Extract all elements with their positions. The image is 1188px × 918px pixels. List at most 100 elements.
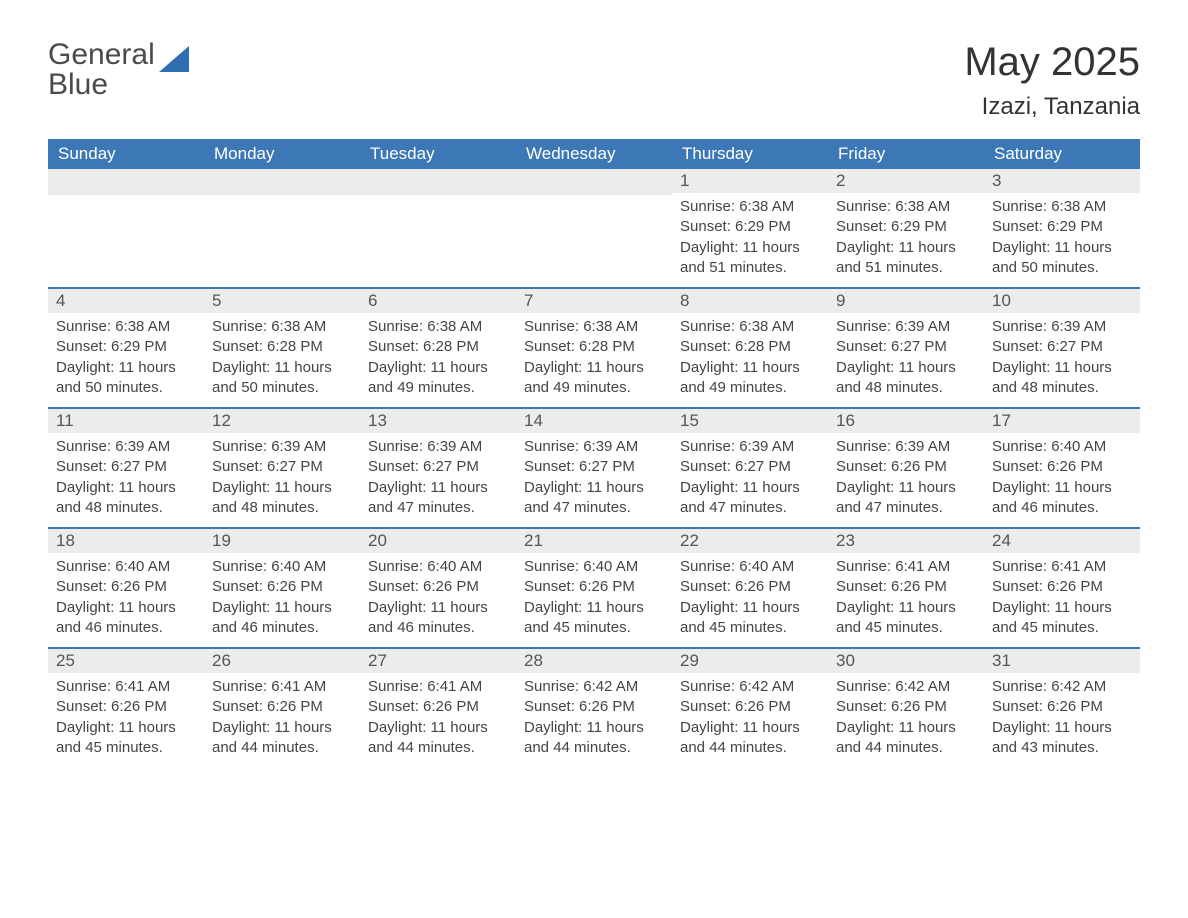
sunrise-line: Sunrise: 6:42 AM <box>836 677 976 697</box>
sunset-line: Sunset: 6:28 PM <box>212 337 352 357</box>
sunset-line: Sunset: 6:26 PM <box>524 577 664 597</box>
day-cell: 31Sunrise: 6:42 AMSunset: 6:26 PMDayligh… <box>984 649 1140 767</box>
daylight-line: Daylight: 11 hours and 47 minutes. <box>836 478 976 519</box>
day-details: Sunrise: 6:39 AMSunset: 6:27 PMDaylight:… <box>516 433 672 518</box>
sunrise-line: Sunrise: 6:40 AM <box>680 557 820 577</box>
day-details: Sunrise: 6:38 AMSunset: 6:28 PMDaylight:… <box>672 313 828 398</box>
weekday-header-cell: Monday <box>204 139 360 169</box>
day-cell: 6Sunrise: 6:38 AMSunset: 6:28 PMDaylight… <box>360 289 516 407</box>
sunset-line: Sunset: 6:27 PM <box>212 457 352 477</box>
daylight-line: Daylight: 11 hours and 44 minutes. <box>212 718 352 759</box>
sunset-line: Sunset: 6:26 PM <box>212 577 352 597</box>
day-number: 4 <box>48 289 204 313</box>
day-cell: 23Sunrise: 6:41 AMSunset: 6:26 PMDayligh… <box>828 529 984 647</box>
daylight-line: Daylight: 11 hours and 45 minutes. <box>992 598 1132 639</box>
day-details: Sunrise: 6:41 AMSunset: 6:26 PMDaylight:… <box>204 673 360 758</box>
daylight-line: Daylight: 11 hours and 47 minutes. <box>368 478 508 519</box>
sunset-line: Sunset: 6:26 PM <box>836 457 976 477</box>
header: General Blue May 2025 Izazi, Tanzania <box>48 40 1140 121</box>
sunrise-line: Sunrise: 6:42 AM <box>524 677 664 697</box>
day-details: Sunrise: 6:42 AMSunset: 6:26 PMDaylight:… <box>984 673 1140 758</box>
day-number: 29 <box>672 649 828 673</box>
daylight-line: Daylight: 11 hours and 50 minutes. <box>212 358 352 399</box>
day-number: 21 <box>516 529 672 553</box>
sunrise-line: Sunrise: 6:41 AM <box>992 557 1132 577</box>
sunrise-line: Sunrise: 6:38 AM <box>56 317 196 337</box>
calendar-row: 1Sunrise: 6:38 AMSunset: 6:29 PMDaylight… <box>48 169 1140 287</box>
sunrise-line: Sunrise: 6:39 AM <box>836 437 976 457</box>
day-number: 9 <box>828 289 984 313</box>
sunrise-line: Sunrise: 6:38 AM <box>212 317 352 337</box>
sunset-line: Sunset: 6:29 PM <box>680 217 820 237</box>
day-details: Sunrise: 6:40 AMSunset: 6:26 PMDaylight:… <box>204 553 360 638</box>
day-details: Sunrise: 6:39 AMSunset: 6:27 PMDaylight:… <box>204 433 360 518</box>
weekday-header-row: SundayMondayTuesdayWednesdayThursdayFrid… <box>48 139 1140 169</box>
daylight-line: Daylight: 11 hours and 48 minutes. <box>992 358 1132 399</box>
weekday-header-cell: Sunday <box>48 139 204 169</box>
sunrise-line: Sunrise: 6:39 AM <box>524 437 664 457</box>
sunrise-line: Sunrise: 6:41 AM <box>56 677 196 697</box>
sunrise-line: Sunrise: 6:39 AM <box>368 437 508 457</box>
weekday-header-cell: Wednesday <box>516 139 672 169</box>
day-details: Sunrise: 6:38 AMSunset: 6:28 PMDaylight:… <box>204 313 360 398</box>
logo-triangle-icon <box>159 46 189 72</box>
weekday-header-cell: Saturday <box>984 139 1140 169</box>
sunset-line: Sunset: 6:26 PM <box>992 577 1132 597</box>
sunrise-line: Sunrise: 6:38 AM <box>836 197 976 217</box>
day-details: Sunrise: 6:42 AMSunset: 6:26 PMDaylight:… <box>516 673 672 758</box>
sunrise-line: Sunrise: 6:41 AM <box>212 677 352 697</box>
day-number: 17 <box>984 409 1140 433</box>
daylight-line: Daylight: 11 hours and 51 minutes. <box>680 238 820 279</box>
daylight-line: Daylight: 11 hours and 44 minutes. <box>368 718 508 759</box>
sunrise-line: Sunrise: 6:38 AM <box>680 197 820 217</box>
day-cell: 19Sunrise: 6:40 AMSunset: 6:26 PMDayligh… <box>204 529 360 647</box>
sunset-line: Sunset: 6:27 PM <box>56 457 196 477</box>
day-number: 5 <box>204 289 360 313</box>
day-details: Sunrise: 6:41 AMSunset: 6:26 PMDaylight:… <box>360 673 516 758</box>
sunrise-line: Sunrise: 6:39 AM <box>212 437 352 457</box>
day-cell: 11Sunrise: 6:39 AMSunset: 6:27 PMDayligh… <box>48 409 204 527</box>
sunset-line: Sunset: 6:27 PM <box>680 457 820 477</box>
sunrise-line: Sunrise: 6:38 AM <box>680 317 820 337</box>
day-number: 18 <box>48 529 204 553</box>
daylight-line: Daylight: 11 hours and 44 minutes. <box>836 718 976 759</box>
calendar: SundayMondayTuesdayWednesdayThursdayFrid… <box>48 139 1140 767</box>
day-cell: 1Sunrise: 6:38 AMSunset: 6:29 PMDaylight… <box>672 169 828 287</box>
day-cell: 14Sunrise: 6:39 AMSunset: 6:27 PMDayligh… <box>516 409 672 527</box>
empty-day-cell <box>204 169 360 287</box>
day-number: 31 <box>984 649 1140 673</box>
day-cell: 22Sunrise: 6:40 AMSunset: 6:26 PMDayligh… <box>672 529 828 647</box>
daylight-line: Daylight: 11 hours and 43 minutes. <box>992 718 1132 759</box>
sunrise-line: Sunrise: 6:41 AM <box>836 557 976 577</box>
sunset-line: Sunset: 6:26 PM <box>836 577 976 597</box>
daylight-line: Daylight: 11 hours and 49 minutes. <box>524 358 664 399</box>
day-details: Sunrise: 6:38 AMSunset: 6:29 PMDaylight:… <box>48 313 204 398</box>
day-number: 6 <box>360 289 516 313</box>
day-details: Sunrise: 6:40 AMSunset: 6:26 PMDaylight:… <box>48 553 204 638</box>
day-cell: 8Sunrise: 6:38 AMSunset: 6:28 PMDaylight… <box>672 289 828 407</box>
sunrise-line: Sunrise: 6:39 AM <box>836 317 976 337</box>
calendar-row: 25Sunrise: 6:41 AMSunset: 6:26 PMDayligh… <box>48 647 1140 767</box>
day-details: Sunrise: 6:41 AMSunset: 6:26 PMDaylight:… <box>48 673 204 758</box>
sunset-line: Sunset: 6:29 PM <box>992 217 1132 237</box>
day-details: Sunrise: 6:39 AMSunset: 6:27 PMDaylight:… <box>672 433 828 518</box>
daylight-line: Daylight: 11 hours and 48 minutes. <box>836 358 976 399</box>
sunset-line: Sunset: 6:26 PM <box>368 697 508 717</box>
day-cell: 20Sunrise: 6:40 AMSunset: 6:26 PMDayligh… <box>360 529 516 647</box>
sunset-line: Sunset: 6:26 PM <box>56 577 196 597</box>
daylight-line: Daylight: 11 hours and 44 minutes. <box>680 718 820 759</box>
daylight-line: Daylight: 11 hours and 48 minutes. <box>56 478 196 519</box>
day-details: Sunrise: 6:38 AMSunset: 6:28 PMDaylight:… <box>516 313 672 398</box>
calendar-body: 1Sunrise: 6:38 AMSunset: 6:29 PMDaylight… <box>48 169 1140 767</box>
daylight-line: Daylight: 11 hours and 48 minutes. <box>212 478 352 519</box>
sunset-line: Sunset: 6:26 PM <box>212 697 352 717</box>
day-number: 24 <box>984 529 1140 553</box>
day-number: 10 <box>984 289 1140 313</box>
calendar-row: 11Sunrise: 6:39 AMSunset: 6:27 PMDayligh… <box>48 407 1140 527</box>
day-number: 15 <box>672 409 828 433</box>
sunrise-line: Sunrise: 6:42 AM <box>680 677 820 697</box>
sunset-line: Sunset: 6:26 PM <box>992 697 1132 717</box>
day-number: 28 <box>516 649 672 673</box>
logo-word1: General <box>48 40 155 70</box>
daylight-line: Daylight: 11 hours and 45 minutes. <box>56 718 196 759</box>
